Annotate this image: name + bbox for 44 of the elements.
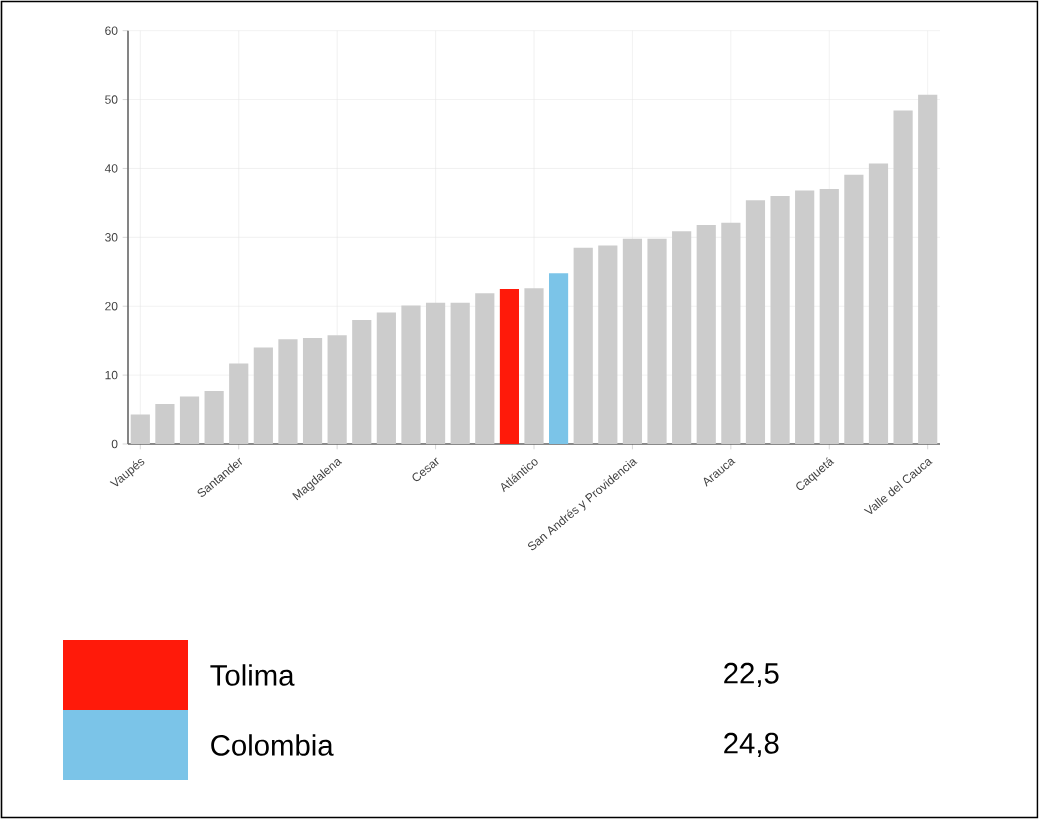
y-tick-label: 0 [111,439,118,449]
legend-label: Colombia [211,734,334,756]
bar [770,196,790,444]
bar [450,302,470,444]
bar [302,337,323,444]
y-tick-label: 30 [105,233,118,242]
bar [130,414,150,444]
bar [672,231,692,444]
bar [204,390,224,444]
y-tick-label: 10 [105,370,118,380]
bar [844,174,864,444]
bar [179,396,200,444]
y-tick-label: 20 [105,301,118,311]
bar [499,289,519,444]
bar [327,335,347,444]
bar [229,363,249,444]
bar [278,339,298,444]
y-tick-label: 50 [105,95,118,104]
bar [598,245,618,444]
bar [868,163,889,444]
bar [893,110,913,444]
bar [918,94,938,444]
bar [352,320,372,444]
bar [819,189,839,444]
bar [401,305,421,444]
bar [376,312,396,444]
bar [475,293,495,444]
bar [795,190,815,444]
bar [721,222,741,444]
bar [253,347,273,444]
legend-label: Tolima [210,664,295,686]
bar [622,238,643,444]
y-tick-label: 60 [105,26,118,35]
bar [696,224,716,444]
text: 24,8 [724,732,779,758]
bar [647,238,667,444]
bar [425,302,446,444]
bar [524,288,544,444]
bar [573,247,593,444]
bar [745,200,766,444]
text: 22,5 [724,662,779,688]
y-tick-label: 40 [104,164,118,173]
bar [155,404,175,444]
bar [549,273,569,444]
